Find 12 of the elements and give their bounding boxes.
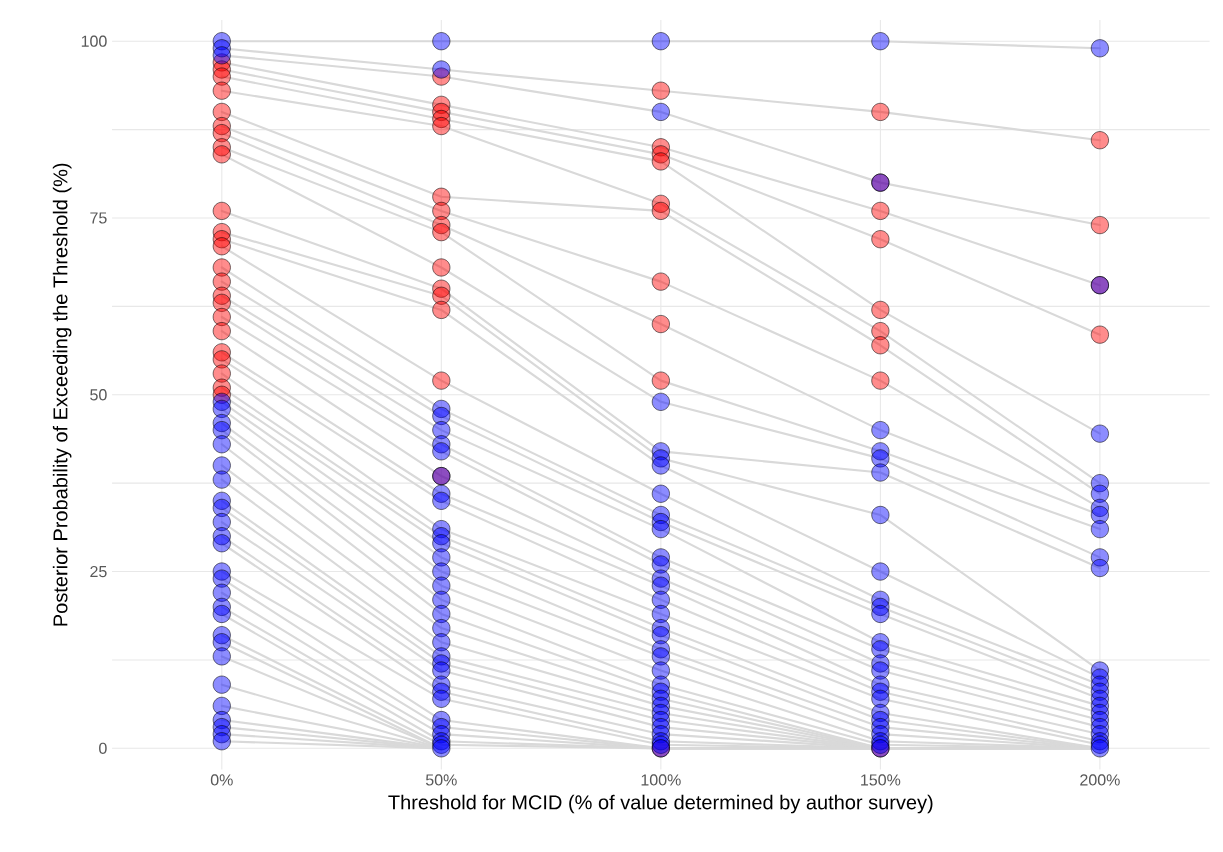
x-tick-label: 150%	[861, 774, 901, 786]
x-tick-label: 200%	[1080, 774, 1120, 786]
x-tick-label: 0%	[210, 774, 233, 786]
y-tick-label: 100	[81, 35, 107, 47]
x-tick-label: 100%	[641, 774, 681, 786]
y-tick-label: 50	[90, 388, 107, 401]
x-axis-title: Threshold for MCID (% of value determined by author survey)	[388, 794, 933, 814]
y-tick-label: 75	[90, 212, 107, 224]
y-axis-title: Posterior Probability of Exceeding the Threshold (%)	[52, 163, 72, 626]
y-tick-label: 25	[90, 565, 107, 578]
x-tick-label: 50%	[425, 774, 457, 786]
y-tick-label: 0	[99, 742, 107, 754]
